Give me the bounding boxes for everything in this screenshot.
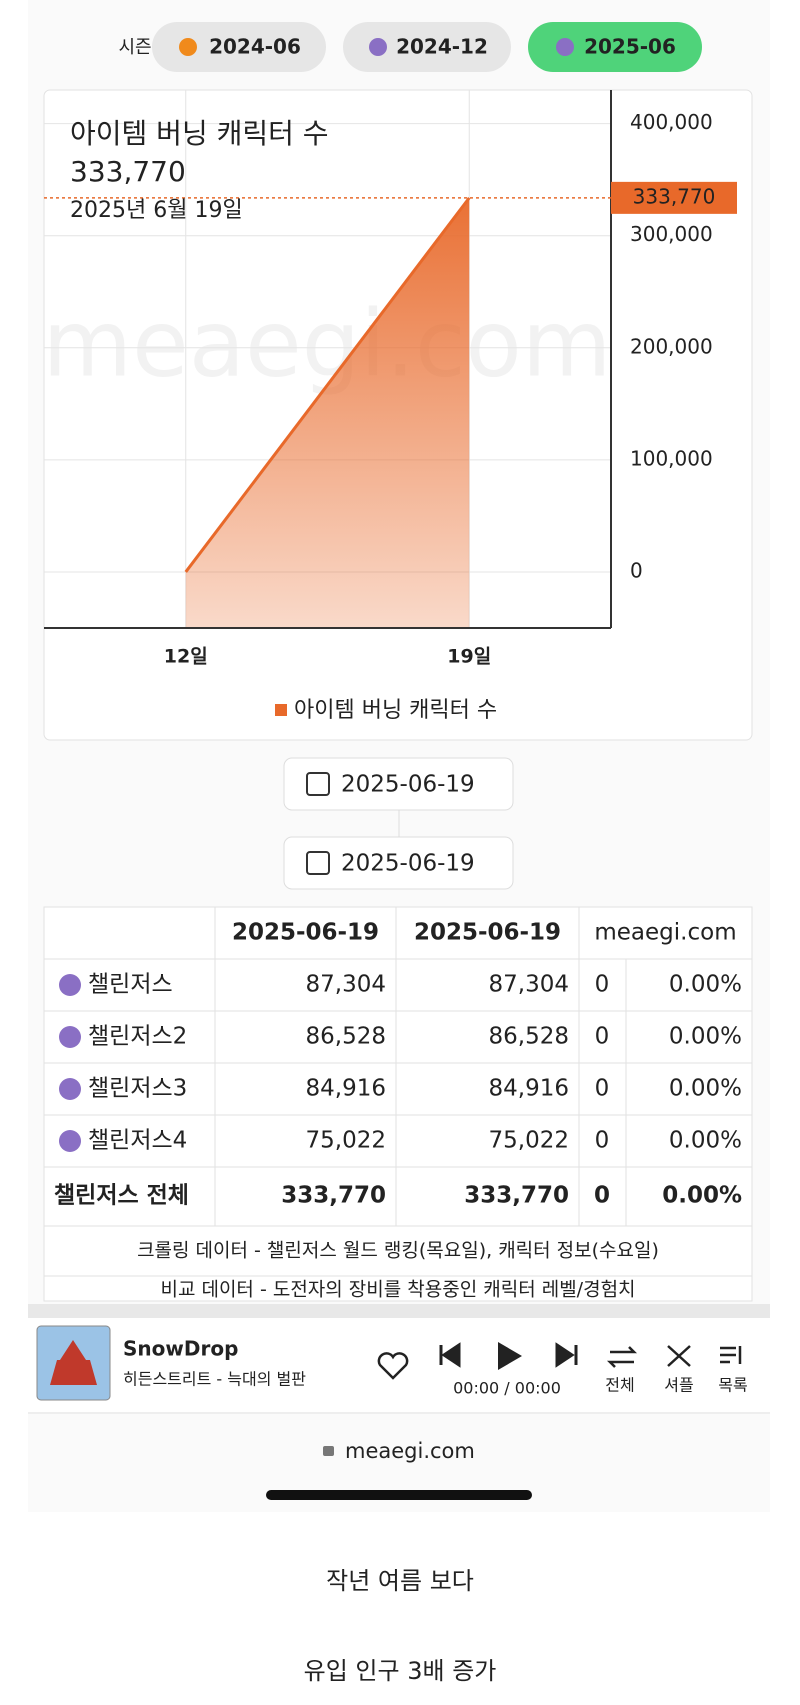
track-title: SnowDrop	[123, 1337, 238, 1361]
date-picker[interactable]	[283, 836, 514, 890]
row-icon	[59, 974, 81, 996]
player-button-label: 목록	[718, 1376, 747, 1395]
table-cell: 0	[595, 1024, 610, 1050]
table-cell: 84,916	[306, 1076, 386, 1102]
table-cell: 0	[595, 972, 610, 998]
season-chip[interactable]	[343, 22, 511, 72]
track-time: 00:00 / 00:00	[453, 1379, 561, 1398]
home-indicator	[266, 1490, 532, 1500]
next-button[interactable]	[555, 1342, 578, 1368]
chart-title: 아이템 버닝 캐릭터 수	[70, 117, 329, 150]
season-chip-active[interactable]	[528, 22, 702, 72]
album-art-building	[50, 1340, 97, 1385]
challenger-icon	[369, 38, 387, 56]
table-cell: 75,022	[306, 1128, 386, 1154]
season-label: 시즌	[118, 37, 151, 58]
player-button-label: 셔플	[664, 1376, 693, 1395]
play-button[interactable]	[498, 1342, 522, 1370]
prev-button[interactable]	[439, 1342, 461, 1368]
value-tag	[611, 181, 737, 214]
separator	[28, 1304, 770, 1318]
area	[185, 197, 470, 628]
table-cell: 챌린저스	[88, 972, 173, 998]
url: meaegi.com	[345, 1439, 475, 1463]
table-cell: 0.00%	[669, 972, 742, 998]
table-cell: 86,528	[306, 1024, 386, 1050]
legend-label: 아이템 버닝 캐릭터 수	[294, 698, 497, 723]
table-cell: 챌린저스 전체	[54, 1183, 189, 1209]
challenger-icon	[556, 38, 574, 56]
chart-subtitle: 2025년 6월 19일	[70, 198, 243, 223]
repeat-icon[interactable]	[606, 1346, 638, 1368]
line	[184, 196, 471, 573]
calendar-icon	[306, 851, 330, 875]
table-cell: 0.00%	[669, 1024, 742, 1050]
table-frame	[43, 906, 753, 1302]
legend-swatch	[275, 704, 287, 716]
table-cell: 0.00%	[669, 1128, 742, 1154]
watermark: meaegi.com	[43, 290, 612, 397]
row-icon	[59, 1078, 81, 1100]
table-cell: 86,528	[489, 1024, 569, 1050]
date-picker[interactable]	[283, 757, 514, 811]
table-cell: 0.00%	[662, 1183, 742, 1209]
row-icon	[59, 1026, 81, 1048]
season-option: 2024-12	[396, 35, 488, 59]
table-note: 크롤링 데이터 - 챌린저스 월드 랭킹(목요일), 캐릭터 정보(수요일)	[137, 1240, 659, 1262]
value-tag-label: 333,770	[633, 184, 716, 208]
header-cell: meaegi.com	[594, 920, 736, 946]
table-note: 비교 데이터 - 도전자의 장비를 착용중인 캐릭터 레벨/경험치	[160, 1279, 635, 1301]
y-tick-label: 0	[630, 558, 643, 582]
y-tick-label: 400,000	[630, 110, 713, 134]
list-icon[interactable]	[720, 1346, 742, 1364]
track-subtitle: 히든스트리트 - 늑대의 벌판	[123, 1370, 306, 1389]
player	[28, 1318, 770, 1412]
table-cell: 챌린저스4	[88, 1128, 187, 1154]
caption: 작년 여름 보다	[326, 1567, 474, 1595]
table-cell: 87,304	[489, 972, 569, 998]
table-cell: 챌린저스3	[88, 1076, 187, 1102]
table-cell: 0	[594, 1183, 610, 1209]
y-tick-label: 300,000	[630, 222, 713, 246]
date-text: 2025-06-19	[341, 772, 475, 798]
caption: 유입 인구 3배 증가	[304, 1657, 497, 1685]
season-option: 2025-06	[584, 35, 676, 59]
row-icon	[59, 1130, 81, 1152]
table-cell: 75,022	[489, 1128, 569, 1154]
y-tick-label: 100,000	[630, 446, 713, 470]
table-cell: 0	[595, 1076, 610, 1102]
chart: meaegi.com 0 100,000 200,000 300,000 400,000 1…	[43, 90, 737, 723]
calendar-icon	[306, 772, 330, 796]
table-cell: 84,916	[489, 1076, 569, 1102]
current-value: 333,770	[70, 155, 186, 188]
player-button-label: 전체	[605, 1376, 634, 1395]
table-cell: 333,770	[281, 1183, 386, 1209]
table-cell: 333,770	[464, 1183, 569, 1209]
table-cell: 0.00%	[669, 1076, 742, 1102]
table: 2025-06-19 2025-06-19 meaegi.com 챌린저스 87,304…	[43, 906, 753, 1302]
header-cell: 2025-06-19	[414, 920, 561, 946]
season-option: 2024-06	[209, 35, 301, 59]
table-cell: 챌린저스2	[88, 1024, 187, 1050]
table-cell: 87,304	[306, 972, 386, 998]
like-button[interactable]	[377, 1352, 409, 1380]
table-cell: 0	[595, 1128, 610, 1154]
season-chip[interactable]	[152, 22, 326, 72]
x-tick-label: 19일	[447, 646, 491, 668]
lock-icon	[323, 1446, 334, 1456]
fire-icon	[179, 38, 197, 56]
header-cell: 2025-06-19	[232, 920, 379, 946]
date-text: 2025-06-19	[341, 851, 475, 877]
x-tick-label: 12일	[164, 646, 208, 668]
shuffle-icon[interactable]	[667, 1345, 691, 1367]
y-tick-label: 200,000	[630, 334, 713, 358]
